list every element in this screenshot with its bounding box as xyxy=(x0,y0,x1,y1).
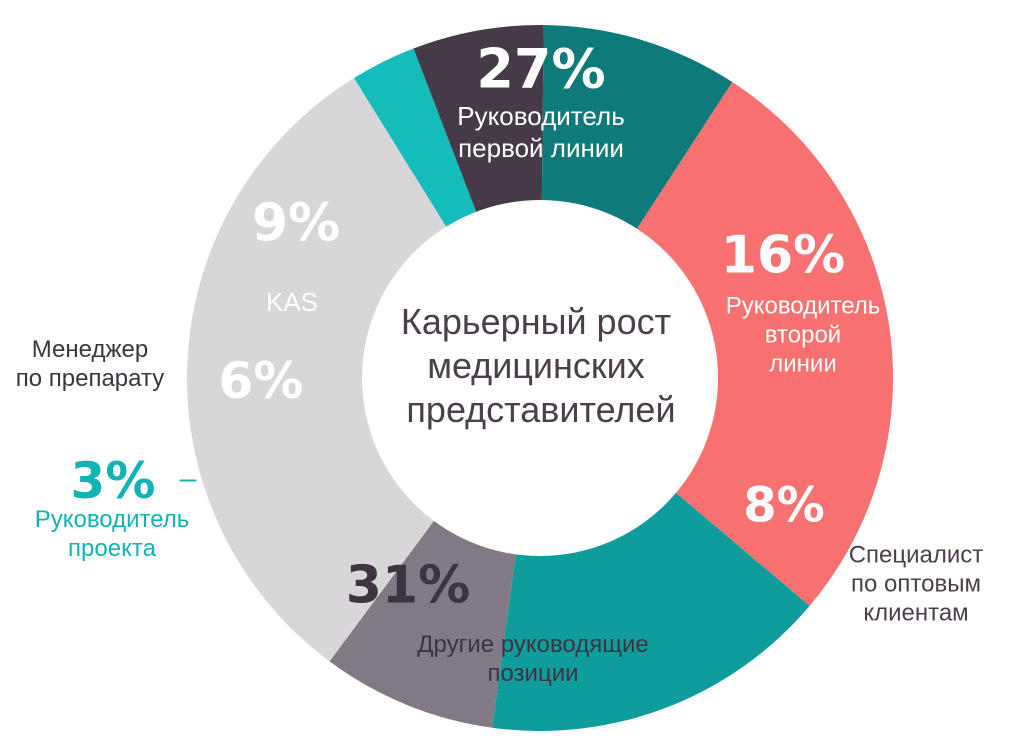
slice-value-label: 31% xyxy=(346,556,470,616)
slice-category-label-line: первой линии xyxy=(458,133,624,163)
slice-category-label-line: Руководитель xyxy=(457,101,625,131)
slice-category-label: Руководитель первой линии xyxy=(457,101,625,163)
chart-title-line-2: медицинских xyxy=(427,345,645,386)
slice-value-label: 8% xyxy=(743,477,825,533)
slice-category-label-line: линии xyxy=(769,350,836,377)
slice-value-label: 16% xyxy=(721,226,845,286)
slice-category-label-line: Специалист xyxy=(849,541,984,568)
slice-category-label-line: Руководитель xyxy=(726,292,881,319)
slice-category-label-line: Другие руководящие xyxy=(417,631,649,658)
chart-title: Карьерный рост медицинских представителе… xyxy=(401,301,681,430)
slice-value-label: 9% xyxy=(252,194,340,254)
slice-category-label-line: клиентам xyxy=(863,599,968,626)
chart-title-line-3: представителей xyxy=(406,389,675,430)
slice-category-label-line: позиции xyxy=(487,660,578,687)
slice-category-label-line: Менеджер xyxy=(32,336,148,363)
slice-category-label-line: по оптовым xyxy=(851,570,981,597)
slice-category-label-line: KAS xyxy=(266,287,318,317)
slice-category-label: Руководитель второй линии xyxy=(726,292,881,377)
leader-dash: – xyxy=(180,462,197,495)
slice-1 xyxy=(540,81,894,606)
slice-labels: 27%Руководитель первой линии16%Руководите… xyxy=(16,37,984,686)
slice-category-label: Менеджер по препарату xyxy=(16,336,164,392)
donut-hole xyxy=(362,200,718,556)
slice-category-label-line: второй xyxy=(765,321,841,348)
slice-value-label: 3% xyxy=(71,452,156,510)
slice-value-label: 27% xyxy=(476,37,605,100)
slice-category-label-line: по препарату xyxy=(16,365,164,392)
slice-category-label: Специалист по оптовым клиентам xyxy=(849,541,984,626)
slice-category-label-line: проекта xyxy=(68,535,157,562)
slice-category-label: KAS xyxy=(266,287,318,317)
chart-title-line-1: Карьерный рост xyxy=(401,301,671,342)
slice-category-label: Руководитель проекта xyxy=(35,506,190,562)
slice-value-label: 6% xyxy=(219,352,304,410)
slice-category-label: Другие руководящие позиции xyxy=(417,631,649,687)
slice-category-label-line: Руководитель xyxy=(35,506,190,533)
